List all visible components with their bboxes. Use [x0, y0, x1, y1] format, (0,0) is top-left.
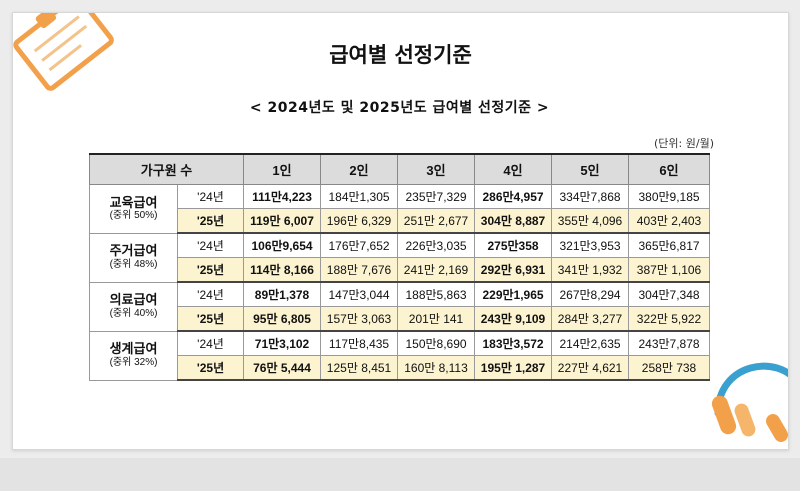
- category-median-pct: (중위 40%): [109, 308, 158, 320]
- header-household-size: 가구원 수: [88, 153, 245, 185]
- category-name: 의료급여: [109, 292, 158, 308]
- value-cell: 119만 6,007: [243, 208, 322, 234]
- table-header-row: 가구원 수 1인 2인 3인 4인 5인 6인: [88, 153, 711, 185]
- table-row: 주거급여 (중위 48%) '24년 106만9,654 176만7,652 2…: [89, 232, 711, 283]
- table-row: '25년 114만 8,166 188만 7,676 241만 2,169 29…: [90, 257, 711, 283]
- value-cell: 188만5,863: [397, 281, 476, 307]
- value-cell: 355만 4,096: [551, 208, 630, 234]
- value-cell: 267만8,294: [551, 281, 630, 307]
- category-cell: 주거급여 (중위 48%): [89, 232, 178, 283]
- value-cell: 195만 1,287: [474, 355, 553, 381]
- value-cell: 229만1,965: [474, 281, 553, 307]
- table-row: 의료급여 (중위 40%) '24년 89만1,378 147만3,044 18…: [89, 281, 711, 332]
- value-cell: 76만 5,444: [243, 355, 322, 381]
- page-title: 급여별 선정기준: [329, 43, 472, 67]
- value-cell: 214만2,635: [551, 330, 630, 356]
- table-row: '25년 95만 6,805 157만 3,063 201만 141 243만 …: [90, 306, 711, 332]
- value-cell: 106만9,654: [243, 232, 322, 258]
- value-cell: 304만7,348: [628, 281, 711, 307]
- slide-bottom-strip: [0, 458, 800, 491]
- headset-icon: [711, 362, 788, 442]
- value-cell: 125만 8,451: [320, 355, 399, 381]
- value-cell: 341만 1,932: [551, 257, 630, 283]
- value-cell: 258만 738: [628, 355, 711, 381]
- header-2-person: 2인: [320, 153, 399, 185]
- year-cell: '24년: [176, 330, 245, 356]
- value-cell: 365만6,817: [628, 232, 711, 258]
- category-cell: 생계급여 (중위 32%): [89, 330, 178, 381]
- value-cell: 95만 6,805: [243, 306, 322, 332]
- table-row: '25년 76만 5,444 125만 8,451 160만 8,113 195…: [90, 355, 711, 381]
- value-cell: 176만7,652: [320, 232, 399, 258]
- value-cell: 150만8,690: [397, 330, 476, 356]
- value-cell: 243만7,878: [628, 330, 711, 356]
- value-cell: 292만 6,931: [474, 257, 553, 283]
- value-cell: 111만4,223: [243, 184, 322, 209]
- value-cell: 114만 8,166: [243, 257, 322, 283]
- value-cell: 304만 8,887: [474, 208, 553, 234]
- value-cell: 227만 4,621: [551, 355, 630, 381]
- value-cell: 89만1,378: [243, 281, 322, 307]
- category-cell: 의료급여 (중위 40%): [89, 281, 178, 332]
- year-cell: '24년: [176, 184, 245, 209]
- clipboard-icon: [13, 13, 114, 91]
- value-cell: 196만 6,329: [320, 208, 399, 234]
- selection-criteria-table-panel: < 2024년도 및 2025년도 급여별 선정기준 > (단위: 원/월) 가…: [77, 89, 722, 396]
- value-cell: 160만 8,113: [397, 355, 476, 381]
- header-4-person: 4인: [474, 153, 553, 185]
- unit-label: (단위: 원/월): [654, 137, 714, 150]
- year-cell: '24년: [176, 232, 245, 258]
- category-median-pct: (중위 32%): [109, 357, 158, 369]
- category-name: 교육급여: [109, 194, 158, 210]
- value-cell: 275만358: [474, 232, 553, 258]
- category-median-pct: (중위 48%): [109, 259, 158, 271]
- value-cell: 243만 9,109: [474, 306, 553, 332]
- value-cell: 71만3,102: [243, 330, 322, 356]
- year-cell: '25년: [176, 208, 245, 234]
- category-cell: 교육급여 (중위 50%): [89, 184, 178, 234]
- year-cell: '25년: [176, 306, 245, 332]
- value-cell: 183만3,572: [474, 330, 553, 356]
- slide: 급여별 선정기준 < 2024년도 및 2025년도 급여별 선정기준 > (단…: [12, 12, 789, 450]
- value-cell: 286만4,957: [474, 184, 553, 209]
- year-cell: '24년: [176, 281, 245, 307]
- value-cell: 226만3,035: [397, 232, 476, 258]
- criteria-table: 가구원 수 1인 2인 3인 4인 5인 6인 교육급여 (중위 50%) '2…: [88, 153, 711, 381]
- value-cell: 117만8,435: [320, 330, 399, 356]
- category-name: 생계급여: [109, 341, 158, 357]
- header-5-person: 5인: [551, 153, 630, 185]
- value-cell: 251만 2,677: [397, 208, 476, 234]
- header-3-person: 3인: [397, 153, 476, 185]
- table-row: 생계급여 (중위 32%) '24년 71만3,102 117만8,435 15…: [89, 330, 711, 381]
- value-cell: 284만 3,277: [551, 306, 630, 332]
- value-cell: 387만 1,106: [628, 257, 711, 283]
- header-1-person: 1인: [243, 153, 322, 185]
- header-6-person: 6인: [628, 153, 711, 185]
- category-median-pct: (중위 50%): [109, 210, 158, 222]
- table-row: 교육급여 (중위 50%) '24년 111만4,223 184만1,305 2…: [89, 184, 711, 234]
- value-cell: 322만 5,922: [628, 306, 711, 332]
- value-cell: 241만 2,169: [397, 257, 476, 283]
- value-cell: 334만7,868: [551, 184, 630, 209]
- category-name: 주거급여: [109, 243, 158, 259]
- value-cell: 147만3,044: [320, 281, 399, 307]
- table-title: < 2024년도 및 2025년도 급여별 선정기준 >: [249, 100, 550, 116]
- value-cell: 403만 2,403: [628, 208, 711, 234]
- value-cell: 321만3,953: [551, 232, 630, 258]
- value-cell: 201만 141: [397, 306, 476, 332]
- year-cell: '25년: [176, 257, 245, 283]
- value-cell: 184만1,305: [320, 184, 399, 209]
- value-cell: 235만7,329: [397, 184, 476, 209]
- value-cell: 380만9,185: [628, 184, 711, 209]
- table-row: '25년 119만 6,007 196만 6,329 251만 2,677 30…: [90, 208, 711, 234]
- value-cell: 157만 3,063: [320, 306, 399, 332]
- value-cell: 188만 7,676: [320, 257, 399, 283]
- year-cell: '25년: [176, 355, 245, 381]
